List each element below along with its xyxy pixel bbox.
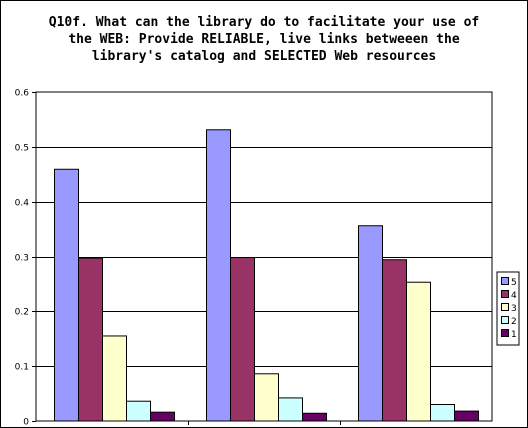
- bar-male-series-3: [406, 281, 431, 422]
- bar-female-series-2: [278, 397, 303, 422]
- plot-frame: [35, 91, 493, 422]
- legend-swatch-3: [501, 303, 509, 311]
- bar-female-series-1: [302, 412, 327, 422]
- bar-total-series-3: [102, 335, 127, 422]
- bar-female-series-5: [206, 129, 231, 422]
- legend-label-2: 2: [511, 317, 517, 327]
- y-tick-label: 0.2: [15, 308, 29, 318]
- y-tick-label: 0.6: [15, 89, 30, 99]
- legend-label-4: 4: [511, 291, 517, 301]
- legend-label-5: 5: [511, 278, 517, 288]
- legend: 5 4 3 2 1: [496, 271, 520, 346]
- chart-title-line-1: Q10f. What can the library do to facilit…: [49, 15, 479, 30]
- bar-total-series-2: [126, 400, 151, 422]
- bar-male-series-2: [430, 404, 455, 422]
- legend-label-1: 1: [511, 330, 517, 340]
- bar-male-series-4: [382, 259, 407, 422]
- legend-swatch-1: [501, 329, 509, 337]
- y-axis-ticks: 0 0.1 0.2 0.3 0.4 0.5 0.6: [15, 89, 36, 428]
- y-tick-label: 0.3: [15, 254, 29, 264]
- x-axis-labels: Total%Female%Male%: [188, 421, 341, 425]
- bar-female-series-4: [230, 257, 255, 422]
- chart-title-line-2: the WEB: Provide RELIABLE, live links be…: [68, 32, 460, 47]
- bar-male-series-1: [454, 410, 479, 422]
- bar-female-series-3: [254, 373, 279, 422]
- legend-swatch-2: [501, 316, 509, 324]
- bar-total-series-5: [54, 168, 79, 422]
- y-tick-label: 0: [23, 418, 29, 428]
- y-tick-label: 0.1: [15, 363, 29, 373]
- legend-label-3: 3: [511, 304, 517, 314]
- bar-male-series-5: [358, 225, 383, 422]
- chart-title-line-3: library's catalog and SELECTED Web resou…: [92, 49, 436, 64]
- bars: [54, 129, 479, 422]
- bar-total-series-1: [150, 411, 175, 422]
- legend-swatch-4: [501, 290, 509, 298]
- bar-total-series-4: [78, 257, 103, 422]
- y-tick-label: 0.4: [15, 199, 30, 209]
- legend-swatch-5: [501, 277, 509, 285]
- y-tick-label: 0.5: [15, 144, 29, 154]
